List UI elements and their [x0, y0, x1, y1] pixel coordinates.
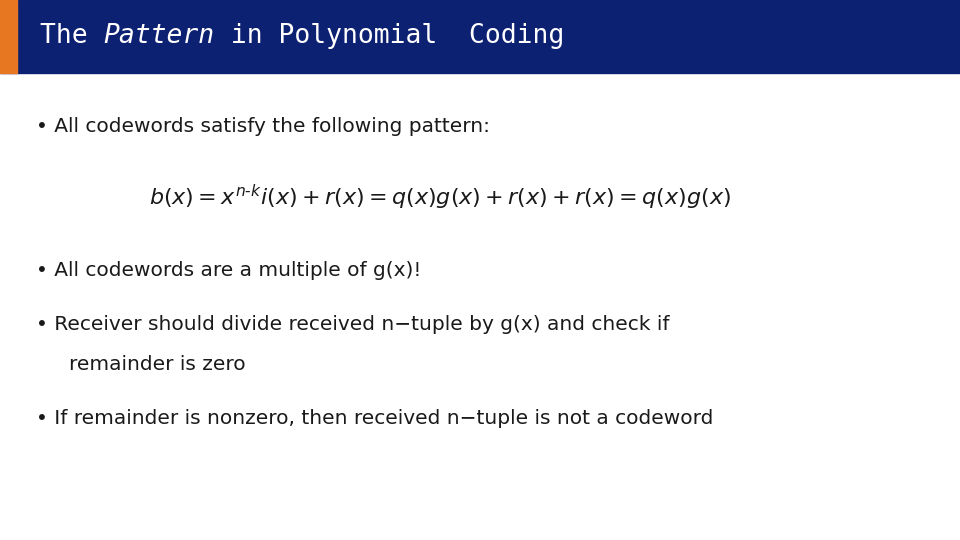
Bar [0, 0, 17, 73]
Text: The: The [40, 23, 104, 50]
Bar [0, 0, 960, 73]
Text: • All codewords satisfy the following pattern:: • All codewords satisfy the following pa… [36, 117, 491, 137]
Text: remainder is zero: remainder is zero [69, 355, 246, 374]
Text: • If remainder is nonzero, then received n−tuple is not a codeword: • If remainder is nonzero, then received… [36, 409, 714, 428]
Text: Pattern: Pattern [104, 23, 215, 50]
Text: in Polynomial  Coding: in Polynomial Coding [215, 23, 564, 50]
Text: • All codewords are a multiple of g(x)!: • All codewords are a multiple of g(x)! [36, 260, 421, 280]
Text: $b(x) = x^{n\text{-}k}i(x) + r(x) = q(x)g(x) + r(x) + r(x) = q(x)g(x)$: $b(x) = x^{n\text{-}k}i(x) + r(x) = q(x)… [149, 183, 731, 212]
Text: • Receiver should divide received n−tuple by g(x) and check if: • Receiver should divide received n−tupl… [36, 314, 670, 334]
